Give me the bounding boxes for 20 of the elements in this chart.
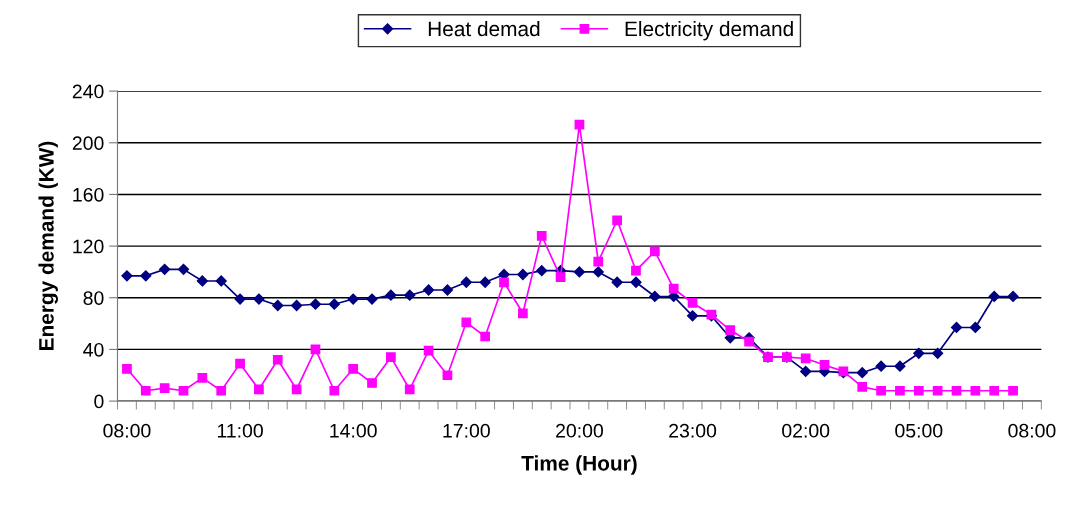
x-tick-label: 05:00 [895, 423, 943, 438]
y-axis-title: Energy demand (KW) [38, 141, 58, 351]
y-tick-label: 80 [83, 291, 104, 305]
legend-label: Heat demad [428, 20, 540, 37]
x-tick-label: 02:00 [782, 423, 830, 438]
x-tick-label: 17:00 [443, 423, 490, 438]
x-tick-label: 20:00 [556, 423, 603, 438]
legend-label: Electricity demand [625, 20, 793, 41]
y-tick-label: 240 [72, 84, 104, 99]
x-tick-label: 14:00 [330, 423, 377, 438]
x-tick-label: 23:00 [669, 423, 717, 438]
y-tick-label: 120 [73, 239, 104, 254]
y-tick-label: 160 [73, 187, 104, 202]
y-tick-label: 0 [94, 394, 104, 409]
y-tick-label: 200 [72, 136, 104, 151]
x-tick-label: 11:00 [217, 423, 263, 438]
x-tick-label: 08:00 [103, 423, 151, 438]
x-tick-label: 08:00 [1008, 423, 1056, 438]
y-tick-label: 40 [83, 342, 104, 357]
x-axis-title: Time (Hour) [521, 455, 637, 475]
